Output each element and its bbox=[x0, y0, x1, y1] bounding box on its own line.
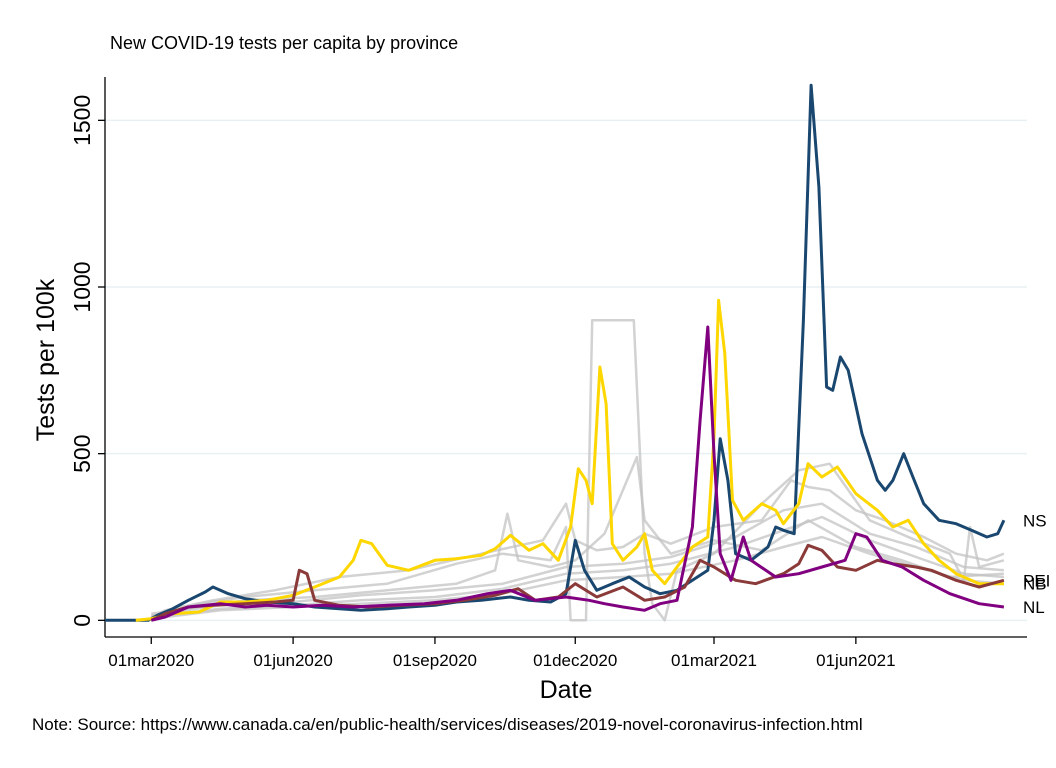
series-line-other bbox=[105, 479, 1005, 622]
y-tick-label: 500 bbox=[69, 434, 95, 472]
y-tick-label: 1500 bbox=[69, 95, 95, 146]
series-line-other bbox=[151, 502, 1005, 617]
y-tick-label: 0 bbox=[69, 614, 95, 627]
x-tick-label: 01jun2020 bbox=[253, 651, 332, 670]
x-axis-label: Date bbox=[540, 676, 593, 704]
x-tick-label: 01jun2021 bbox=[816, 651, 895, 670]
source-note: Note: Source: https://www.canada.ca/en/p… bbox=[32, 715, 863, 734]
highlighted-series bbox=[105, 83, 1006, 622]
gridlines bbox=[105, 119, 1027, 622]
series-line-other bbox=[150, 319, 1005, 622]
series-line-pei bbox=[150, 543, 1005, 622]
series-line-nb bbox=[135, 298, 1004, 622]
series-line-other bbox=[151, 455, 1004, 615]
x-tick-label: 01mar2020 bbox=[108, 651, 194, 670]
end-label-pei: PEI bbox=[1023, 571, 1050, 590]
end-label-nl: NL bbox=[1023, 598, 1045, 617]
chart-title: New COVID-19 tests per capita by provinc… bbox=[110, 33, 458, 53]
y-axis: 0 500 1000 1500 bbox=[69, 77, 106, 637]
x-tick-label: 01dec2020 bbox=[533, 651, 617, 670]
series-line-nl bbox=[150, 325, 1005, 622]
y-tick-label: 1000 bbox=[69, 261, 95, 312]
x-tick-label: 01mar2021 bbox=[671, 651, 757, 670]
end-label-nb: NB bbox=[1023, 575, 1047, 594]
x-axis: 01mar2020 01jun2020 01sep2020 01dec2020 01ma… bbox=[105, 636, 1027, 670]
x-tick-label: 01sep2020 bbox=[393, 651, 477, 670]
y-axis-label: Tests per 100k bbox=[32, 278, 60, 441]
background-series bbox=[105, 319, 1005, 622]
end-label-ns: NS bbox=[1023, 511, 1047, 530]
